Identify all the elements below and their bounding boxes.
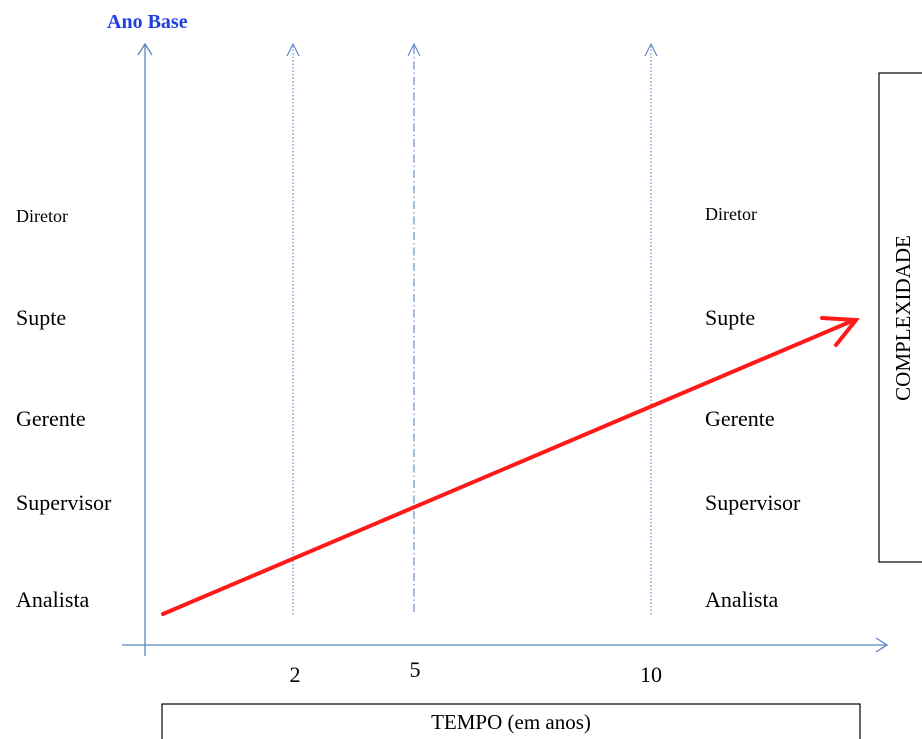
time-marker-label: 5 (410, 657, 421, 682)
time-marker-label: 2 (290, 662, 301, 687)
time-axis-label: TEMPO (em anos) (431, 710, 591, 734)
y-axis (137, 42, 153, 656)
marker-line-2 (286, 42, 300, 615)
level-label-left-analista: Analista (16, 587, 90, 612)
trend-arrow (161, 316, 860, 616)
level-label-right-gerente: Gerente (705, 406, 775, 431)
level-label-right-analista: Analista (705, 587, 779, 612)
level-label-left-supte: Supte (16, 305, 66, 330)
time-marker-label: 10 (640, 662, 662, 687)
level-label-left-diretor: Diretor (16, 206, 68, 226)
marker-line-10 (644, 42, 658, 615)
level-label-right-diretor: Diretor (705, 204, 757, 224)
level-label-right-supte: Supte (705, 305, 755, 330)
x-axis (122, 637, 889, 653)
marker-line-5 (407, 42, 421, 615)
complexity-box: COMPLEXIDADE (878, 72, 922, 563)
level-label-left-gerente: Gerente (16, 406, 86, 431)
level-label-right-supervisor: Supervisor (705, 490, 801, 515)
diagram-title: Ano Base (107, 11, 188, 33)
complexity-label: COMPLEXIDADE (891, 235, 915, 401)
time-axis-box: TEMPO (em anos) (161, 703, 861, 739)
level-label-left-supervisor: Supervisor (16, 490, 112, 515)
